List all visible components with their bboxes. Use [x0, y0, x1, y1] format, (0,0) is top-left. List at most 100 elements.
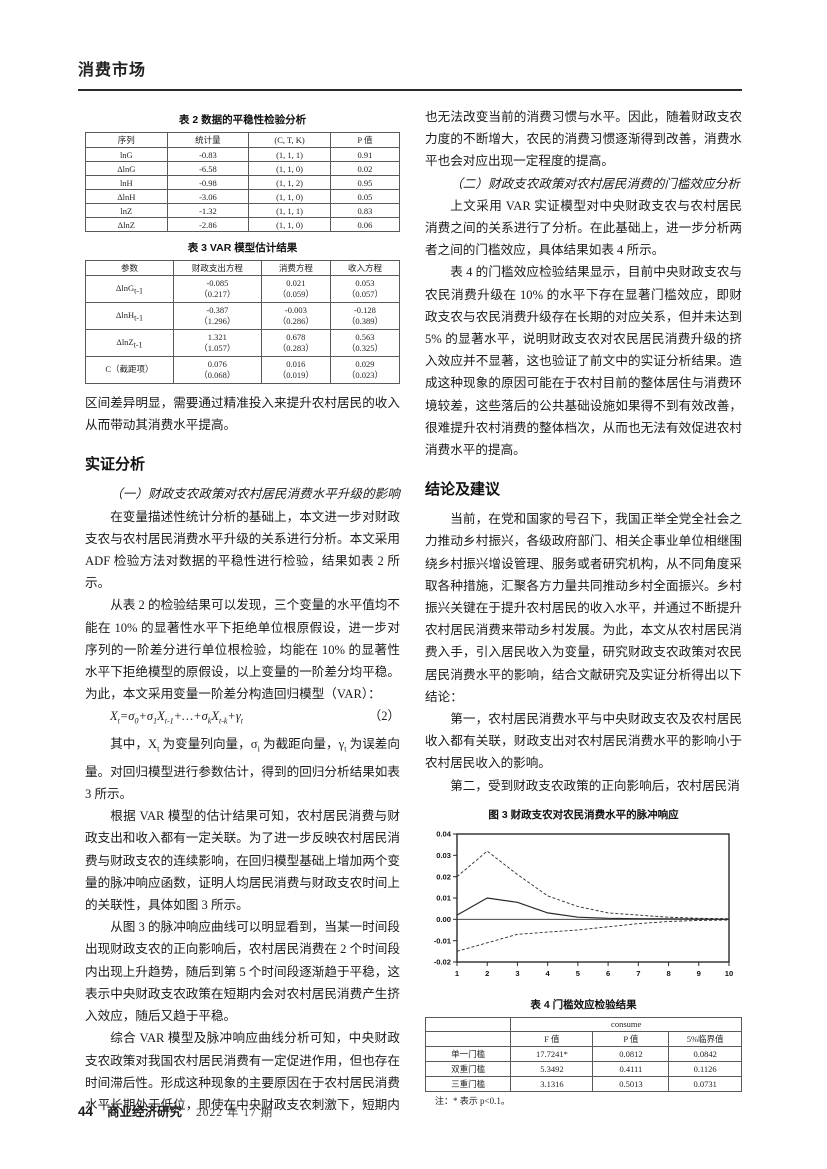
param-cell: ΔlnGt-1 [85, 275, 174, 303]
table-row: ΔlnH -3.06 (1, 1, 0) 0.05 [85, 189, 401, 204]
table2-caption: 表 2 数据的平稳性检验分析 [178, 114, 307, 126]
cell: 0.053 （0.057） [329, 275, 401, 303]
cell: 0.4111 [592, 1060, 670, 1077]
cell: (1, 1, 0) [248, 189, 331, 204]
cell: (1, 1, 1) [248, 203, 331, 218]
table-row: ΔlnHt-1 -0.387 （1.296） -0.003 （0.286） -0.1… [85, 302, 401, 330]
cell: 0.0842 [668, 1045, 742, 1062]
paragraph: 从表 2 的检验结果可以发现，三个变量的水平值均不能在 10% 的显著性水平下拒… [85, 598, 400, 702]
issue-label: 2022 年 17 期 [196, 1107, 274, 1119]
cell: 双重门槛 [424, 1060, 512, 1077]
paragraph: 其中，Xt 为变量列向量，σi 为截距向量，γt 为误差向量。对回归模型进行参数… [85, 737, 401, 802]
heading-conclusion: 结论及建议 [425, 481, 501, 499]
table3-var-estimates: 参数 财政支出方程 消费方程 收入方程 ΔlnGt-1 -0.085 （0.217… [85, 260, 401, 384]
table-row: ΔlnG -6.58 (1, 1, 0) 0.02 [85, 161, 401, 176]
x-tick-label: 6 [606, 969, 610, 978]
cell: ΔlnZ [85, 217, 168, 232]
table4-caption: 表 4 门槛效应检验结果 [530, 998, 637, 1011]
col-header: 收入方程 [329, 260, 401, 276]
cell: 0.1126 [668, 1060, 742, 1077]
y-tick-label: 0.02 [436, 872, 451, 881]
table-row: ΔlnZt-1 1.321 （1.057） 0.678 （0.283） 0.563 （… [85, 329, 401, 357]
table-row: lnZ -1.32 (1, 1, 1) 0.83 [85, 203, 401, 218]
cell: 三重门槛 [424, 1075, 512, 1092]
y-tick-label: -0.02 [434, 957, 451, 966]
param-cell: ΔlnHt-1 [85, 302, 174, 330]
x-tick-label: 10 [725, 969, 733, 978]
empty-cell [424, 1016, 512, 1032]
x-tick-label: 4 [546, 969, 551, 978]
x-tick-label: 8 [666, 969, 670, 978]
cell: 0.02 [329, 161, 401, 176]
cell: 5.3492 [510, 1060, 594, 1077]
paragraph: 也无法改变当前的消费习惯与水平。因此，随着财政支农力度的不断增大，农民的消费习惯… [425, 110, 742, 169]
col-header: 序列 [85, 132, 168, 148]
paragraph: 区间差异明显，需要通过精准投入来提升农村居民的收入从而带动其消费水平提高。 [85, 396, 400, 433]
table-header-row: 参数 财政支出方程 消费方程 收入方程 [85, 260, 401, 276]
plot-border [456, 833, 730, 963]
figure3-caption: 图 3 财政支农对农民消费水平的脉冲响应 [488, 808, 679, 821]
y-tick-label: 0.01 [436, 893, 452, 902]
paragraph: 在变量描述性统计分析的基础上，本文进一步对财政支农与农村居民消费水平升级的关系进… [85, 509, 400, 591]
x-tick-label: 2 [485, 969, 489, 978]
cell: (1, 1, 0) [248, 161, 331, 176]
cell: -6.58 [166, 161, 250, 176]
irf-line-impulse-response [456, 897, 730, 920]
paragraph: 表 4 的门槛效应检验结果显示，目前中央财政支农与农民消费升级在 10% 的水平… [425, 265, 742, 458]
table-header-row: F 值 P 值 5%临界值 [424, 1030, 742, 1047]
cell: -0.003 （0.286） [260, 302, 331, 330]
table-row: lnH -0.98 (1, 1, 2) 0.95 [85, 175, 401, 190]
cell: 0.029 （0.023） [329, 356, 401, 384]
table4-note: 注：* 表示 p<0.1。 [435, 1095, 510, 1106]
cell: 0.0731 [668, 1075, 742, 1092]
table-header-row: 序列 统计量 (C, T, K) P 值 [85, 132, 401, 148]
col-header: 参数 [85, 260, 174, 276]
cell: lnZ [85, 203, 168, 218]
subheading-2: （二）财政支农政策对农村居民消费的门槛效应分析 [450, 176, 740, 191]
cell: -2.86 [166, 217, 250, 232]
heading-empirical-analysis: 实证分析 [85, 456, 146, 474]
col-header: F 值 [510, 1030, 594, 1047]
cell: -0.128 （0.389） [329, 302, 401, 330]
x-tick-label: 9 [697, 969, 701, 978]
x-tick-label: 5 [576, 969, 581, 978]
table-row: 双重门槛 5.3492 0.4111 0.1126 [424, 1060, 742, 1077]
irf-line-upper-confidence-band [456, 850, 730, 920]
irf-chart-svg: 0.04 0.03 0.02 0.01 0.00 -0.01 -0.02 1 2 3 4 5 6 7 8 9 1… [434, 829, 734, 978]
cell: 0.06 [329, 217, 401, 232]
cell: lnH [85, 175, 168, 190]
col-header: (C, T, K) [248, 132, 331, 148]
cell: (1, 1, 0) [248, 217, 331, 232]
x-tick-label: 7 [636, 969, 640, 978]
cell: -1.32 [166, 203, 250, 218]
cell: (1, 1, 2) [248, 175, 331, 190]
cell: 0.016 （0.019） [260, 356, 331, 384]
col-header: P 值 [592, 1030, 670, 1047]
formula-var-model: Xt=σ0+σ1Xt-1+…+σkXt-k+γt （2） [85, 705, 400, 733]
y-tick-label: -0.01 [434, 936, 452, 945]
cell: 0.05 [329, 189, 401, 204]
paragraph: 上文采用 VAR 实证模型对中央财政支农与农村居民消费之间的关系进行了分析。在此… [425, 198, 742, 258]
col-header: 5%临界值 [668, 1030, 742, 1047]
cell: ΔlnH [85, 189, 168, 204]
cell: -0.83 [166, 147, 250, 162]
cell: -0.387 （1.296） [172, 302, 262, 330]
y-tick-label: 0.00 [436, 915, 451, 924]
right-column: 也无法改变当前的消费习惯与水平。因此，随着财政支农力度的不断增大，农民的消费习惯… [424, 106, 742, 1107]
cell: -0.085 （0.217） [172, 275, 262, 303]
group-header: consume [510, 1016, 742, 1032]
x-tick-label: 3 [515, 969, 519, 978]
param-cell: ΔlnZt-1 [85, 329, 174, 357]
cell: 0.83 [329, 203, 401, 218]
cell: 0.91 [329, 147, 401, 162]
empty-cell [424, 1030, 512, 1047]
paragraph: 综合 VAR 模型及脉冲响应曲线分析可知，中央财政支农政策对我国农村居民消费有一… [85, 1031, 400, 1112]
page-footer: 44 商业经济研究 2022 年 17 期 [78, 1101, 273, 1120]
table-row: 三重门槛 3.1316 0.5013 0.0731 [424, 1075, 742, 1092]
cell: 3.1316 [510, 1075, 594, 1092]
col-header: 统计量 [166, 132, 250, 148]
page-number: 44 [78, 1104, 94, 1119]
subheading-1: （一）财政支农政策对农村居民消费水平升级的影响 [110, 487, 400, 502]
cell: 0.0812 [592, 1045, 670, 1062]
